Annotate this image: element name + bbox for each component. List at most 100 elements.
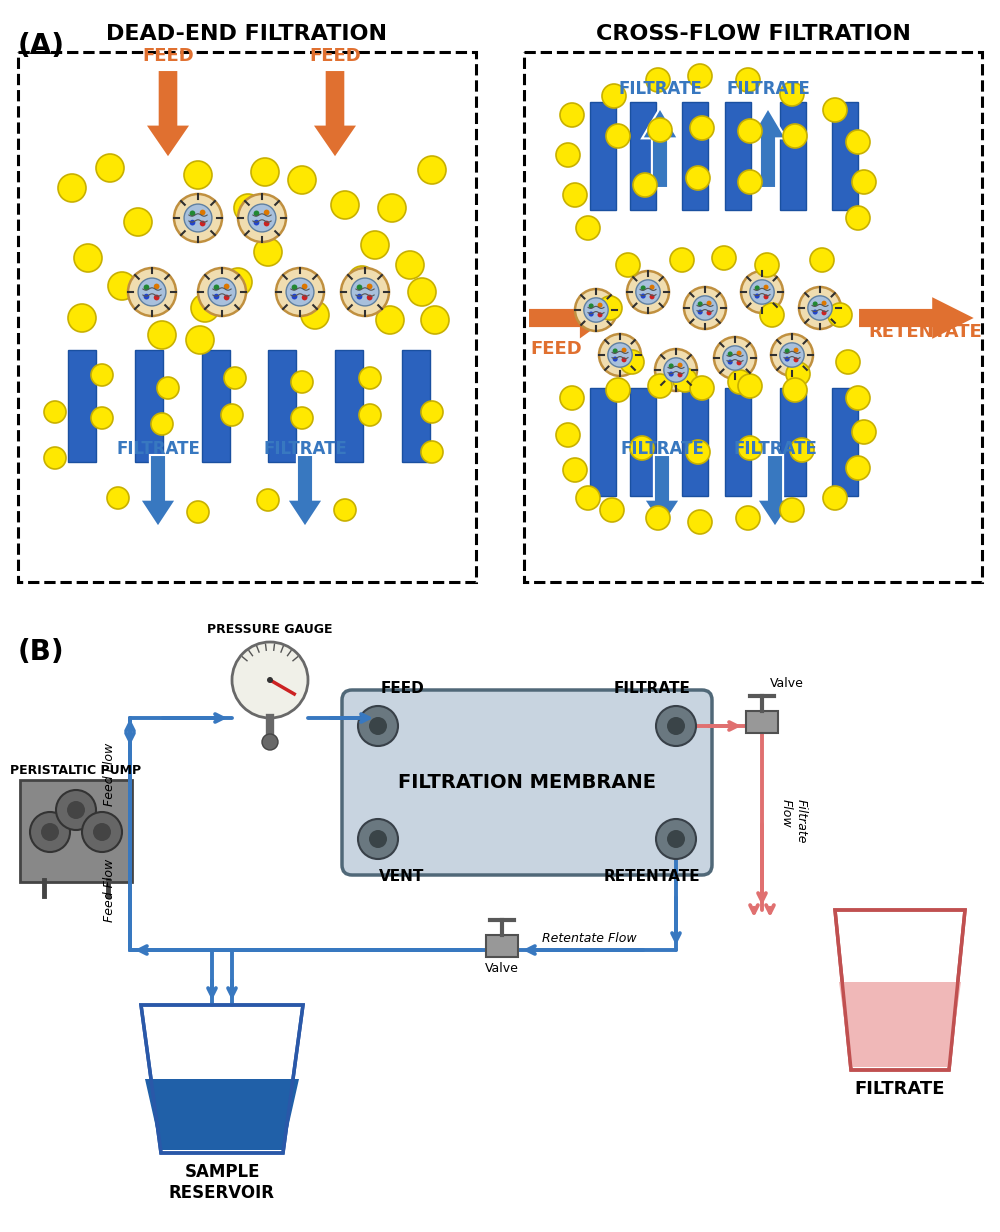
Circle shape (602, 84, 626, 108)
Circle shape (358, 706, 398, 747)
Circle shape (670, 248, 694, 272)
Circle shape (750, 280, 774, 304)
Circle shape (764, 285, 769, 290)
Circle shape (30, 812, 70, 853)
Circle shape (836, 350, 860, 375)
Circle shape (556, 423, 580, 447)
Circle shape (589, 312, 594, 317)
Circle shape (641, 293, 646, 298)
Circle shape (613, 349, 618, 354)
Circle shape (44, 447, 66, 469)
Circle shape (58, 174, 86, 202)
Circle shape (288, 166, 316, 193)
Circle shape (736, 506, 760, 530)
Circle shape (655, 349, 697, 391)
Text: FILTRATE: FILTRATE (614, 681, 690, 696)
Polygon shape (287, 455, 323, 527)
Circle shape (157, 377, 179, 399)
Circle shape (82, 812, 122, 853)
Circle shape (690, 376, 714, 400)
Circle shape (200, 221, 206, 227)
Circle shape (560, 386, 584, 410)
Bar (832, 102, 858, 209)
Circle shape (688, 510, 712, 533)
Circle shape (760, 303, 784, 326)
Bar (590, 388, 616, 496)
Circle shape (669, 372, 674, 377)
Circle shape (124, 208, 152, 237)
Circle shape (736, 68, 760, 92)
Bar (630, 388, 656, 496)
Circle shape (359, 404, 381, 426)
Text: Retentate Flow: Retentate Flow (542, 931, 636, 945)
Circle shape (262, 734, 278, 750)
Circle shape (276, 269, 324, 315)
Circle shape (690, 116, 714, 140)
Circle shape (144, 293, 149, 299)
FancyBboxPatch shape (342, 690, 712, 875)
Circle shape (852, 420, 876, 444)
Circle shape (650, 285, 655, 290)
Bar (780, 388, 806, 496)
Circle shape (184, 161, 212, 188)
Polygon shape (145, 70, 191, 158)
Circle shape (154, 283, 160, 290)
Circle shape (264, 221, 270, 227)
Circle shape (598, 303, 603, 308)
Circle shape (264, 209, 270, 216)
Bar (335, 350, 363, 462)
Circle shape (421, 306, 449, 334)
Bar (780, 102, 806, 209)
Circle shape (96, 154, 124, 182)
Circle shape (301, 301, 329, 329)
Text: FILTRATE: FILTRATE (726, 80, 810, 99)
Circle shape (852, 170, 876, 193)
Circle shape (810, 248, 834, 272)
Circle shape (292, 293, 297, 299)
Circle shape (56, 790, 96, 830)
Circle shape (584, 298, 608, 323)
Text: Valve: Valve (485, 962, 519, 975)
Circle shape (190, 219, 195, 225)
Circle shape (174, 193, 222, 241)
Circle shape (576, 485, 600, 510)
Circle shape (785, 356, 790, 361)
Circle shape (738, 170, 762, 193)
Circle shape (190, 211, 195, 217)
Circle shape (359, 367, 381, 389)
Text: FILTRATE: FILTRATE (620, 440, 704, 458)
Circle shape (808, 296, 832, 320)
Text: DEAD-END FILTRATION: DEAD-END FILTRATION (106, 23, 388, 44)
Polygon shape (858, 296, 976, 340)
Text: FEED: FEED (142, 47, 194, 65)
Circle shape (598, 312, 603, 318)
FancyBboxPatch shape (18, 52, 476, 582)
Circle shape (108, 272, 136, 301)
Polygon shape (750, 108, 786, 188)
Bar (630, 102, 656, 209)
Circle shape (556, 143, 580, 168)
Text: FILTRATE: FILTRATE (618, 80, 702, 99)
Bar (590, 102, 616, 209)
Circle shape (673, 368, 697, 392)
FancyBboxPatch shape (20, 780, 132, 882)
Bar (135, 350, 163, 462)
Circle shape (785, 349, 790, 354)
Circle shape (712, 246, 736, 270)
Polygon shape (312, 70, 358, 158)
Circle shape (684, 287, 726, 329)
Circle shape (291, 371, 313, 393)
Circle shape (823, 485, 847, 510)
Circle shape (357, 285, 362, 291)
Circle shape (794, 357, 799, 362)
Circle shape (737, 360, 742, 366)
Polygon shape (141, 1005, 303, 1153)
Circle shape (764, 294, 769, 299)
Bar (268, 350, 296, 462)
Circle shape (622, 347, 627, 352)
Circle shape (790, 439, 814, 462)
Circle shape (257, 489, 279, 511)
Text: FEED: FEED (309, 47, 361, 65)
Circle shape (91, 363, 113, 386)
Bar (402, 350, 430, 462)
